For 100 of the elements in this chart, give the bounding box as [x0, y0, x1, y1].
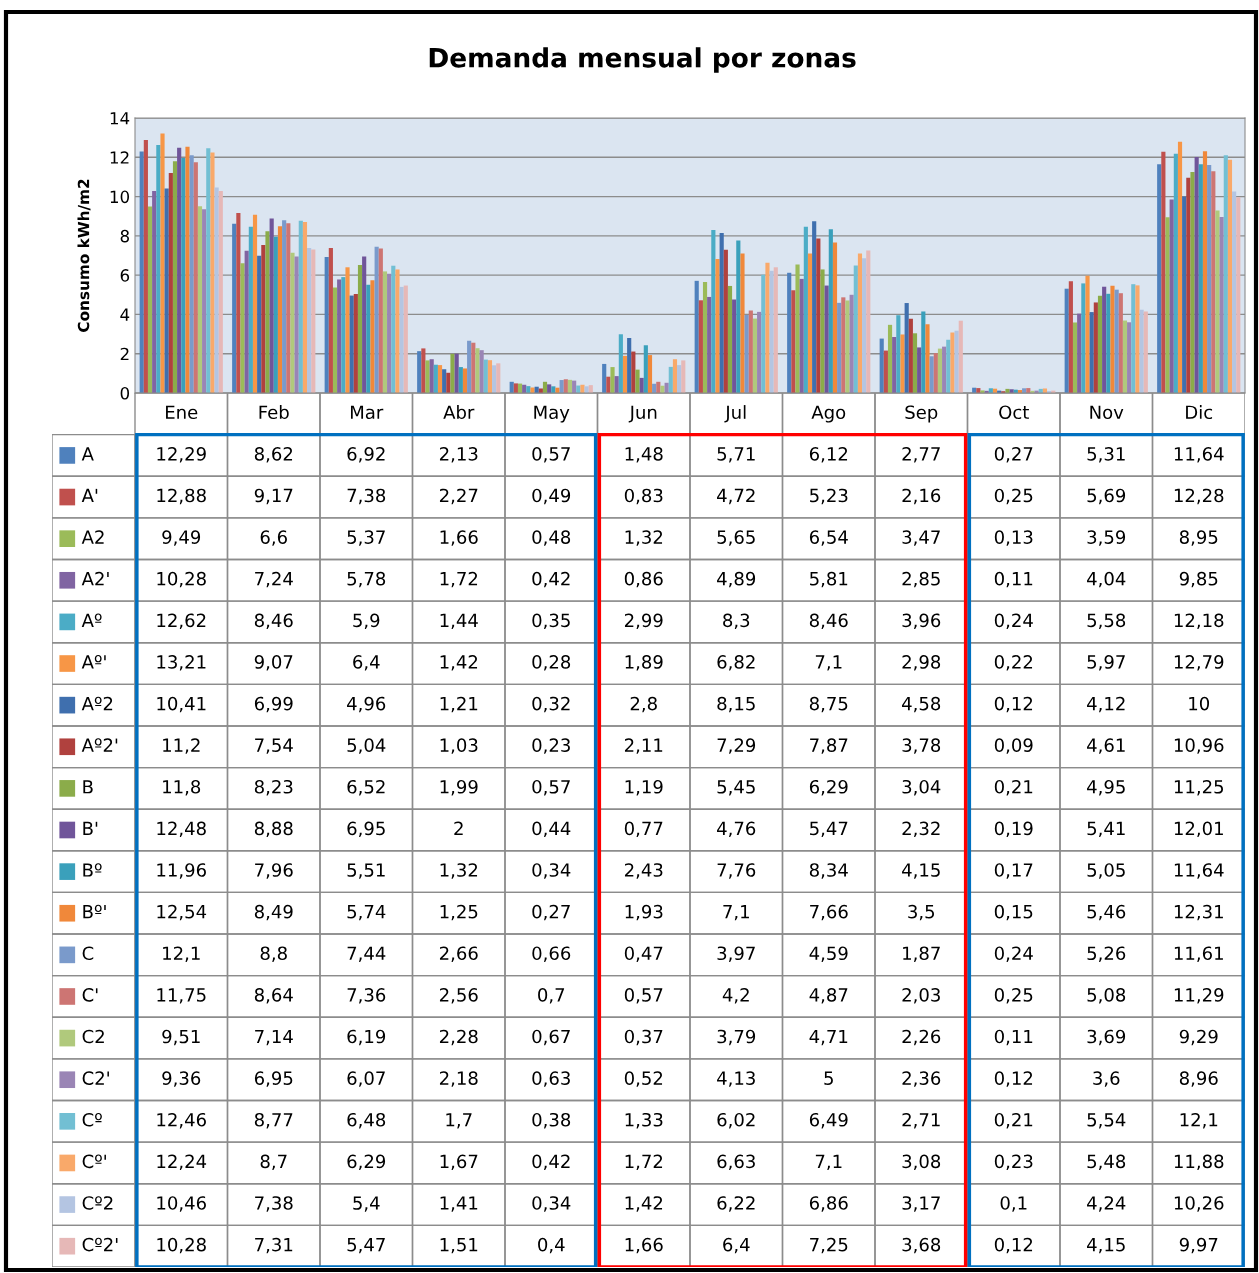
data-label: 1,66 — [625, 1237, 663, 1254]
data-label: 0,22 — [994, 655, 1033, 671]
data-label: 12,79 — [1174, 655, 1224, 671]
data-label: 5,58 — [1087, 613, 1126, 629]
data-label: 10 — [1189, 696, 1210, 711]
data-label: 4,87 — [809, 988, 848, 1004]
x-tick-label: Oct — [999, 405, 1029, 420]
legend-label: Bº — [83, 863, 102, 877]
y-tick-label: 6 — [120, 269, 130, 282]
data-label: 2,28 — [439, 1029, 478, 1046]
data-label: 6,6 — [260, 530, 287, 546]
data-label: 5,9 — [353, 613, 380, 629]
data-label: 3,96 — [902, 613, 941, 629]
data-label: 7,14 — [255, 1029, 293, 1046]
data-label: 8,62 — [254, 447, 293, 463]
data-label: 0,12 — [994, 1071, 1033, 1087]
data-label: 11,25 — [1174, 779, 1224, 796]
data-label: 0,83 — [624, 488, 663, 505]
data-label: 0,24 — [994, 613, 1033, 629]
data-label: 3,59 — [1087, 530, 1126, 546]
data-label: 7,25 — [810, 1237, 848, 1254]
data-label: 8,15 — [717, 696, 755, 713]
data-label: 4,71 — [809, 1029, 848, 1046]
data-label: 5,37 — [347, 530, 385, 546]
y-tick-label: 0 — [120, 386, 130, 400]
data-label: 2,8 — [630, 696, 657, 713]
data-label: 7,87 — [810, 738, 848, 754]
data-label: 0,34 — [532, 863, 571, 879]
data-label: 2,98 — [902, 655, 941, 671]
x-tick-label: Dic — [1186, 405, 1213, 420]
data-label: 5,31 — [1087, 447, 1125, 463]
legend-label: Cº' — [82, 1154, 106, 1169]
data-label: 10,28 — [157, 1237, 206, 1254]
data-label: 3,78 — [902, 738, 941, 754]
data-label: 6,29 — [809, 779, 848, 796]
data-label: 6,54 — [809, 530, 848, 546]
data-label: 8,46 — [254, 613, 293, 629]
data-label: 1,66 — [440, 530, 478, 546]
data-label: 1,03 — [440, 738, 478, 754]
data-label: 7,96 — [255, 863, 293, 879]
data-label: 1,25 — [440, 904, 478, 921]
data-label: 7,38 — [347, 488, 386, 505]
data-label: 7,1 — [815, 1154, 842, 1171]
data-label: 6,63 — [717, 1154, 755, 1171]
data-label: 10,41 — [157, 696, 206, 713]
data-label: 5,04 — [347, 738, 386, 754]
legend-label: C — [82, 946, 94, 961]
data-label: 1,19 — [625, 779, 663, 796]
data-label: 2,11 — [624, 738, 663, 754]
data-label: 6,92 — [347, 447, 385, 463]
x-tick-label: Feb — [259, 405, 289, 420]
legend-label: B' — [83, 821, 98, 835]
data-label: 3,5 — [908, 904, 935, 921]
data-label: 4,2 — [722, 988, 749, 1004]
data-label: 5,71 — [717, 447, 755, 463]
data-label: 5,51 — [347, 863, 385, 879]
data-label: 3,08 — [902, 1154, 941, 1171]
data-label: 4,58 — [902, 696, 941, 713]
data-label: 0,28 — [532, 655, 571, 671]
x-tick-label: Jun — [628, 405, 657, 423]
data-label: 1,48 — [625, 447, 663, 463]
data-label: 0,15 — [994, 904, 1033, 921]
data-label: 11,29 — [1174, 988, 1224, 1004]
data-label: 1,72 — [625, 1154, 663, 1171]
data-label: 2,85 — [902, 571, 940, 588]
data-label: 4,12 — [1087, 696, 1125, 713]
data-label: 2,18 — [439, 1071, 478, 1087]
data-label: 0,11 — [994, 1029, 1033, 1046]
data-label: 0,12 — [994, 1237, 1033, 1254]
legend-label: A — [81, 447, 94, 461]
data-label: 11,8 — [163, 779, 201, 796]
data-label: 0,27 — [532, 904, 570, 921]
data-label: 1,87 — [903, 946, 940, 962]
data-label: 0,49 — [532, 488, 571, 505]
data-label: 7,38 — [255, 1196, 293, 1212]
data-label: 5,81 — [810, 571, 848, 588]
y-tick-label: 2 — [120, 347, 129, 361]
data-label: 1,32 — [440, 863, 478, 879]
data-label: 1,89 — [625, 655, 663, 671]
data-label: 5,74 — [347, 905, 386, 921]
data-label: 6,82 — [717, 655, 755, 671]
data-label: 12,54 — [157, 904, 207, 921]
x-tick-label: May — [534, 405, 570, 423]
data-label: 6,48 — [347, 1112, 386, 1129]
data-label: 10,46 — [157, 1196, 206, 1212]
data-label: 3,97 — [717, 946, 755, 962]
data-label: 3,47 — [902, 530, 940, 546]
data-label: 3,17 — [902, 1196, 940, 1212]
data-label: 2,13 — [439, 447, 478, 463]
data-label: 6,95 — [254, 1071, 293, 1087]
data-label: 11,64 — [1174, 447, 1224, 463]
data-label: 0,47 — [624, 946, 663, 962]
data-label: 8,7 — [260, 1154, 287, 1171]
data-label: 5,46 — [1087, 904, 1126, 921]
data-label: 10,96 — [1174, 738, 1224, 754]
x-tick-label: Ago — [811, 405, 846, 423]
data-label: 0,34 — [532, 1196, 571, 1212]
x-tick-label: Ene — [166, 405, 198, 420]
data-label: 3,04 — [902, 779, 941, 796]
data-label: 9,51 — [162, 1029, 200, 1046]
